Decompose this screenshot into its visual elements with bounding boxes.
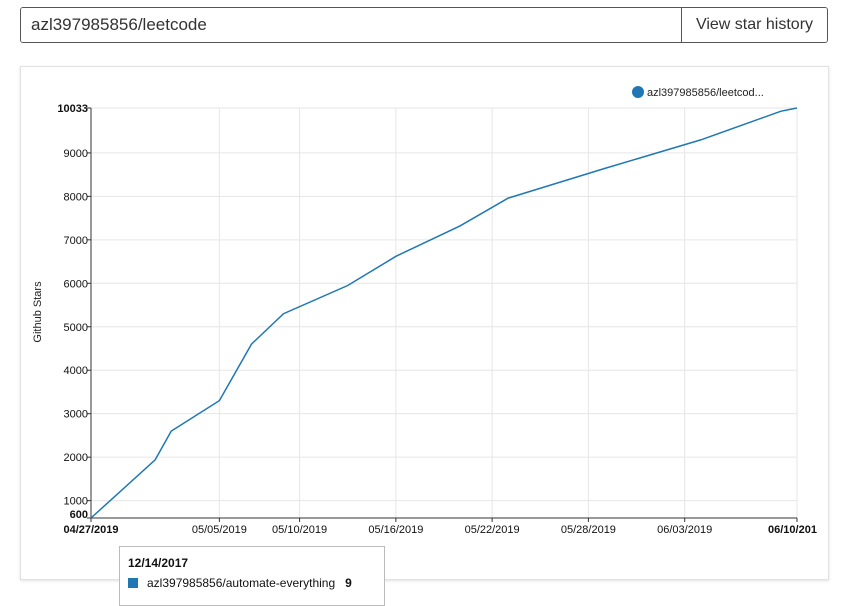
legend: azl397985856/leetcod... <box>632 86 764 99</box>
tooltip-series-name: azl397985856/automate-everything <box>147 576 336 590</box>
y-tick-label: 8000 <box>64 191 88 203</box>
x-tick-label: 06/10/201 <box>768 524 817 536</box>
y-tick-label: 5000 <box>64 322 88 334</box>
legend-marker <box>632 86 644 98</box>
search-bar: View star history <box>20 7 828 43</box>
y-tick-label: 600 <box>70 509 88 521</box>
y-tick-label: 4000 <box>64 365 88 377</box>
view-star-history-button[interactable]: View star history <box>681 8 827 42</box>
x-tick-label: 05/28/2019 <box>561 524 616 536</box>
repo-search-input[interactable] <box>21 8 681 42</box>
hover-tooltip: 12/14/2017 azl397985856/automate-everyth… <box>119 546 385 606</box>
tooltip-row: azl397985856/automate-everything 9 <box>128 576 376 590</box>
x-tick-label: 05/10/2019 <box>272 524 327 536</box>
chart-card <box>20 66 829 580</box>
y-tick-label: 10033 <box>57 103 88 115</box>
axes <box>87 107 798 522</box>
x-tick-label: 05/22/2019 <box>465 524 520 536</box>
x-tick-label: 06/03/2019 <box>657 524 712 536</box>
series-line <box>90 107 798 519</box>
tooltip-color-swatch <box>128 578 138 588</box>
x-tick-label: 04/27/2019 <box>63 524 118 536</box>
x-tick-label: 05/05/2019 <box>192 524 247 536</box>
series-lines <box>90 107 798 519</box>
y-tick-label: 2000 <box>64 452 88 464</box>
y-axis-label: Github Stars <box>32 281 44 343</box>
tooltip-value: 9 <box>345 576 352 590</box>
grid <box>91 107 798 518</box>
y-tick-label: 3000 <box>64 409 88 421</box>
legend-entry: azl397985856/leetcod... <box>647 87 764 99</box>
y-tick-label: 1000 <box>64 496 88 508</box>
y-tick-label: 7000 <box>64 235 88 247</box>
x-tick-label: 05/16/2019 <box>368 524 423 536</box>
tooltip-date: 12/14/2017 <box>128 556 189 570</box>
y-tick-label: 6000 <box>64 278 88 290</box>
y-tick-label: 9000 <box>64 148 88 160</box>
